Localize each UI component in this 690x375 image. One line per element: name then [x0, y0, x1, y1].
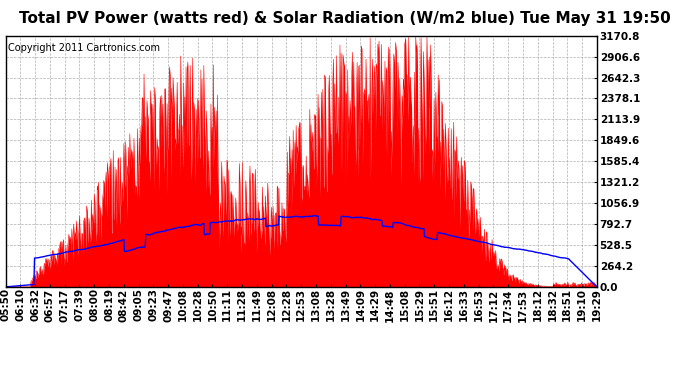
Text: Total PV Power (watts red) & Solar Radiation (W/m2 blue) Tue May 31 19:50: Total PV Power (watts red) & Solar Radia… — [19, 11, 671, 26]
Text: Copyright 2011 Cartronics.com: Copyright 2011 Cartronics.com — [8, 43, 161, 53]
